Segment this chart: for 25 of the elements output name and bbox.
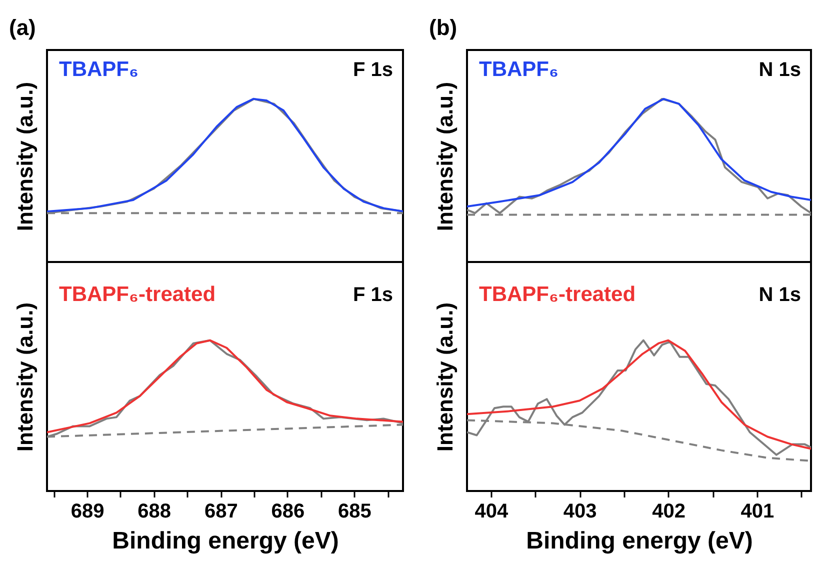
y-axis-title: Intensity (a.u.) — [12, 82, 38, 232]
text: TBAPF₆ — [59, 58, 139, 81]
x-axis-title: Binding energy (eV) — [526, 528, 753, 554]
text: N 1s — [758, 59, 801, 81]
x-tick-label: 689 — [70, 500, 104, 522]
x-axis-title: Binding energy (eV) — [112, 528, 339, 554]
y-axis-title: Intensity (a.u.) — [432, 82, 458, 232]
text: TBAPF₆ — [479, 58, 559, 81]
chart-title: (b) — [429, 15, 458, 40]
x-tick-label: 687 — [204, 500, 238, 522]
x-tick-label: 403 — [563, 500, 597, 522]
x-tick-label: 685 — [338, 500, 372, 522]
chart-title: (a) — [9, 15, 36, 40]
x-tick-label: 686 — [271, 500, 305, 522]
text: F 1s — [352, 59, 393, 81]
y-axis-title: Intensity (a.u.) — [12, 302, 38, 452]
text: TBAPF₆-treated — [479, 283, 636, 306]
text: F 1s — [352, 284, 393, 306]
series-label: TBAPF₆-treated — [59, 283, 216, 306]
x-tick-label: 688 — [138, 500, 172, 522]
x-tick-label: 401 — [740, 500, 774, 522]
x-tick-label: 402 — [652, 500, 686, 522]
x-tick-label: 404 — [474, 500, 509, 522]
y-axis-title: Intensity (a.u.) — [432, 302, 458, 452]
text: N 1s — [758, 284, 801, 306]
